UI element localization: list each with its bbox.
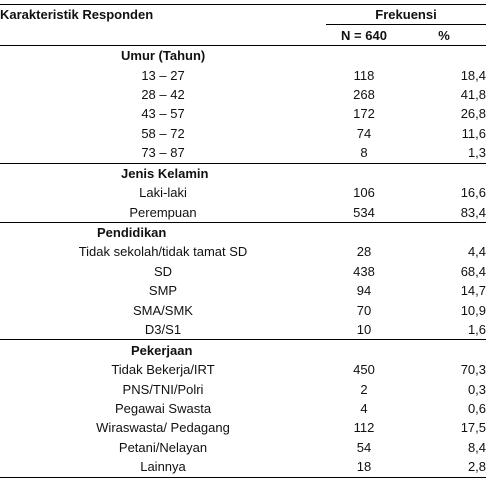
table-row: Tidak sekolah/tidak tamat SD 28 4,4 (0, 242, 486, 261)
empty-cell (402, 162, 487, 183)
row-percent: 8,4 (467, 439, 487, 455)
header-row-2: N = 640 % (0, 24, 487, 46)
section-title: Umur (Tahun) (121, 48, 206, 64)
row-count: 28 (356, 244, 372, 260)
row-percent: 70,3 (460, 362, 487, 378)
row-count: 70 (356, 302, 372, 318)
row-count: 118 (353, 67, 375, 83)
row-count: 450 (353, 362, 375, 378)
row-label: Petani/Nelayan (118, 439, 208, 455)
table-row: 43 – 57 172 26,8 (0, 104, 486, 123)
row-label: 58 – 72 (141, 125, 185, 141)
row-percent: 1,3 (467, 145, 487, 161)
header-n: N = 640 (326, 24, 402, 46)
row-label: Laki-laki (139, 185, 187, 201)
table-row: Pegawai Swasta 4 0,6 (0, 399, 486, 418)
row-percent: 0,6 (467, 400, 487, 416)
row-count: 172 (353, 106, 375, 122)
table-row: Perempuan 534 83,4 (0, 202, 486, 222)
empty-cell (326, 162, 402, 183)
empty-cell (402, 45, 486, 65)
header-characteristic: Karakteristik Responden (0, 3, 326, 25)
table-row: SD 438 68,4 (0, 262, 486, 281)
row-count: 8 (360, 145, 368, 161)
empty-cell (402, 339, 487, 360)
row-percent: 10,9 (460, 302, 487, 318)
section-row: Pekerjaan (0, 339, 487, 360)
table-body: Umur (Tahun) 13 – 27 118 18,4 28 – 42 268 41,8… (0, 45, 487, 478)
row-count: 54 (356, 439, 372, 455)
section-row: Pendidikan (0, 221, 487, 243)
row-percent: 11,6 (461, 125, 487, 141)
table-row: SMP 94 14,7 (0, 281, 486, 300)
row-count: 10 (356, 322, 372, 338)
table-row: 28 – 42 268 41,8 (0, 85, 486, 104)
row-label: 28 – 42 (141, 86, 185, 102)
row-percent: 2,8 (402, 457, 487, 478)
section-row: Jenis Kelamin (0, 162, 487, 183)
row-percent: 4,4 (467, 244, 487, 260)
row-percent: 68,4 (460, 263, 487, 279)
section-title: Pendidikan (0, 221, 326, 243)
row-label: D3/S1 (144, 322, 182, 338)
row-count: 268 (353, 86, 375, 102)
table-row: Petani/Nelayan 54 8,4 (0, 438, 486, 457)
header-row-1: Karakteristik Responden Frekuensi (0, 3, 487, 26)
row-count: 2 (360, 381, 368, 397)
table-row: PNS/TNI/Polri 2 0,3 (0, 379, 486, 398)
row-count: 18 (326, 457, 402, 478)
row-count: 94 (356, 283, 372, 299)
row-label: SMA/SMK (133, 302, 193, 318)
row-percent: 41,8 (460, 86, 487, 102)
empty-cell (326, 339, 402, 360)
row-count: 74 (356, 125, 372, 141)
row-label: PNS/TNI/Polri (122, 381, 204, 397)
row-label: Lainnya (0, 457, 326, 478)
section-title: Jenis Kelamin (0, 162, 326, 183)
table-row: Laki-laki 106 16,6 (0, 183, 486, 202)
table-row: Wiraswasta/ Pedagang 112 17,5 (0, 418, 486, 437)
row-label: 13 – 27 (141, 67, 185, 83)
row-percent: 14,7 (460, 283, 487, 299)
row-percent: 83,4 (460, 204, 487, 220)
row-count: 534 (353, 204, 375, 220)
row-label: Perempuan (129, 204, 197, 220)
empty-cell (326, 221, 402, 243)
empty-cell (326, 45, 402, 65)
row-label: Tidak sekolah/tidak tamat SD (78, 244, 248, 260)
section-row: Umur (Tahun) (0, 45, 486, 65)
row-percent: 26,8 (460, 106, 487, 122)
row-label: Pegawai Swasta (114, 400, 212, 416)
row-label: SD (153, 263, 173, 279)
row-percent: 16,6 (460, 185, 487, 201)
section-title: Pekerjaan (0, 339, 326, 360)
header-percent: % (402, 24, 487, 46)
table-row: Lainnya 18 2,8 (0, 457, 487, 478)
row-label: 43 – 57 (141, 106, 185, 122)
table-row: 58 – 72 74 11,6 (0, 124, 486, 143)
row-percent: 18,4 (460, 67, 487, 83)
row-percent: 0,3 (467, 381, 487, 397)
row-count: 112 (353, 420, 375, 436)
table-row: SMA/SMK 70 10,9 (0, 301, 486, 320)
table-row: Tidak Bekerja/IRT 450 70,3 (0, 360, 486, 379)
header-frequency: Frekuensi (326, 3, 487, 26)
row-percent: 17,5 (460, 420, 487, 436)
table-row: 13 – 27 118 18,4 (0, 65, 486, 84)
header-blank (0, 24, 326, 46)
row-label: Wiraswasta/ Pedagang (96, 420, 230, 436)
row-label: 73 – 87 (141, 145, 185, 161)
row-count: 438 (353, 263, 375, 279)
table-row: 73 – 87 8 1,3 (0, 143, 486, 163)
row-label: Tidak Bekerja/IRT (111, 362, 215, 378)
row-label: SMP (148, 283, 178, 299)
empty-cell (402, 221, 487, 243)
row-count: 106 (353, 185, 375, 201)
respondent-characteristics-table: Karakteristik Responden Frekuensi N = 64… (0, 3, 487, 478)
row-count: 4 (360, 400, 368, 416)
row-percent: 1,6 (467, 322, 487, 338)
table-row: D3/S1 10 1,6 (0, 320, 486, 340)
